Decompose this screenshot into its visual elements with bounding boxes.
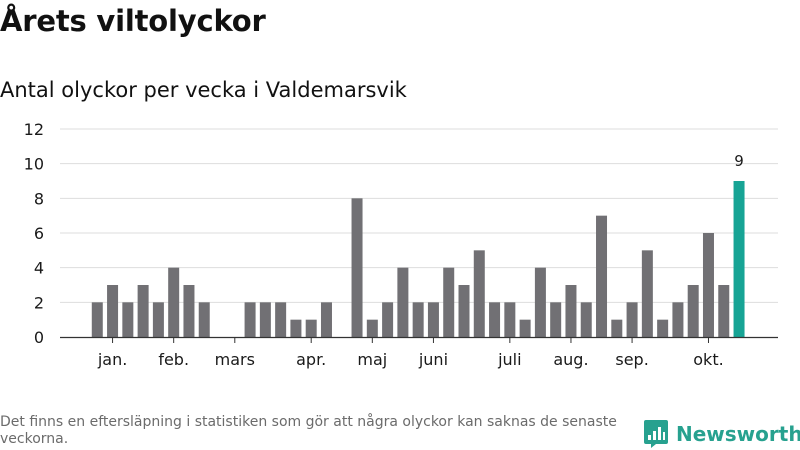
chart-subtitle: Antal olyckor per vecka i Valdemarsvik	[0, 78, 407, 102]
bar	[596, 215, 608, 337]
bar	[259, 302, 271, 337]
bar	[275, 302, 287, 337]
bar	[611, 319, 623, 337]
y-tick-label: 0	[34, 328, 44, 347]
bar	[152, 302, 164, 337]
bar	[550, 302, 562, 337]
x-tick-label: mars	[215, 350, 255, 369]
y-tick-label: 10	[24, 155, 44, 174]
bar	[122, 302, 134, 337]
brand-logo[interactable]: Newsworthy	[644, 420, 800, 448]
bar	[183, 285, 195, 337]
bar	[641, 250, 653, 337]
bar	[427, 302, 439, 337]
bar	[718, 285, 730, 337]
bar	[366, 319, 378, 337]
y-tick-label: 8	[34, 189, 44, 208]
bar	[320, 302, 332, 337]
y-tick-label: 12	[24, 120, 44, 139]
bar	[702, 233, 714, 337]
y-tick-label: 6	[34, 224, 44, 243]
x-tick-label: maj	[357, 350, 387, 369]
x-tick-label: juni	[418, 350, 448, 369]
x-tick-label: sep.	[615, 350, 648, 369]
brand-name: Newsworthy	[676, 422, 800, 446]
bar	[657, 319, 669, 337]
bar	[198, 302, 210, 337]
bar	[626, 302, 638, 337]
footer-note: Det finns en eftersläpning i statistiken…	[0, 414, 617, 447]
bar	[473, 250, 485, 337]
bar-chart: 0 2 4 6 8 10 12 jan. feb. mars apr. maj juni juli aug.…	[24, 120, 778, 369]
bar	[168, 267, 180, 337]
bar	[458, 285, 470, 337]
data-label: 9	[734, 152, 744, 170]
bar	[687, 285, 699, 337]
x-tick-label: aug.	[553, 350, 588, 369]
bar	[137, 285, 149, 337]
bar	[412, 302, 424, 337]
bar	[443, 267, 455, 337]
bar	[580, 302, 592, 337]
bar	[305, 319, 317, 337]
x-tick-label: apr.	[296, 350, 326, 369]
x-tick-label: jan.	[97, 350, 127, 369]
bar	[504, 302, 516, 337]
x-tick-label: feb.	[158, 350, 189, 369]
bar	[519, 319, 531, 337]
bar	[382, 302, 394, 337]
bar	[397, 267, 409, 337]
bar	[91, 302, 103, 337]
bar	[489, 302, 501, 337]
bar	[244, 302, 256, 337]
bar	[351, 198, 363, 337]
x-tick-label: okt.	[693, 350, 723, 369]
y-tick-label: 2	[34, 293, 44, 312]
y-tick-label: 4	[34, 259, 44, 278]
chart-title: Årets viltolyckor	[0, 4, 266, 38]
bar	[534, 267, 546, 337]
newsworthy-logo-icon	[644, 420, 668, 448]
bar	[733, 181, 745, 337]
bar	[565, 285, 577, 337]
bar	[290, 319, 302, 337]
bar	[672, 302, 684, 337]
x-tick-label: juli	[497, 350, 521, 369]
bar	[107, 285, 119, 337]
